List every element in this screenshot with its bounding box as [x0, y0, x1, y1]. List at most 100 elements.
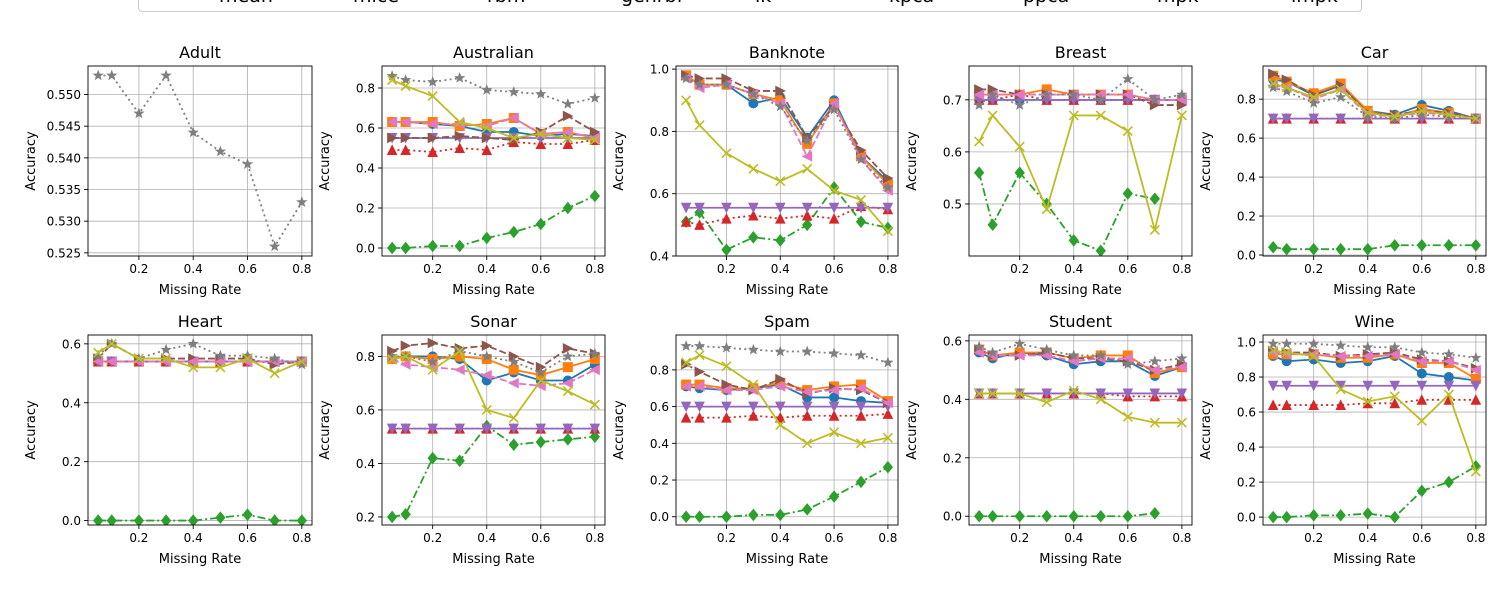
data-point-ik [721, 401, 732, 413]
data-point-rbm [1068, 509, 1079, 523]
data-point-ppca [973, 89, 985, 100]
data-point-mpk [1122, 358, 1134, 370]
x-tick-label: 0.2 [423, 262, 442, 276]
data-point-impk [1389, 391, 1400, 402]
data-point-impk [269, 368, 280, 379]
x-tick-label: 0.4 [1358, 262, 1377, 276]
data-point-mean [748, 98, 759, 109]
legend-item-ik: ik [689, 0, 771, 7]
x-axis-label: Missing Rate [1333, 552, 1415, 567]
data-point-genrbf [1470, 394, 1482, 405]
data-point-kpca [387, 132, 398, 144]
data-point-impk [481, 122, 492, 134]
y-tick-label: 0.0 [356, 242, 375, 256]
legend-item-mpk: mpk [1091, 0, 1199, 7]
y-tick-label: 0.2 [1237, 476, 1256, 490]
data-point-ppca [454, 364, 465, 376]
data-point-ppca [801, 386, 813, 398]
data-point-genrbf [828, 410, 840, 421]
data-point-impk [508, 412, 519, 424]
data-point-impk [1014, 141, 1025, 152]
data-point-ik [828, 401, 840, 413]
panel-title: Student [1049, 312, 1112, 331]
series-line-rbm [1273, 465, 1477, 519]
data-point-impk [535, 128, 546, 140]
panel-title: Adult [179, 43, 221, 62]
data-point-impk [721, 361, 732, 372]
data-point-mpk [855, 153, 867, 165]
data-point-rbm [748, 508, 759, 522]
data-point-genrbf [694, 219, 705, 230]
data-point-rbm [1335, 242, 1346, 256]
data-point-impk [681, 95, 692, 106]
series-line-mpk [685, 77, 889, 189]
panel-car: Car 0.2 0.4 0.6 0.8 0.0 0.2 0.4 0.6 0.8 Missing Ra… [1199, 43, 1487, 298]
data-point-mpk [1095, 93, 1107, 105]
data-point-kpca [694, 366, 706, 378]
y-tick-label: 0.8 [356, 350, 375, 364]
panel-title: Spam [764, 312, 810, 331]
x-axis-label: Missing Rate [1333, 283, 1415, 298]
series-line-genrbf [686, 413, 888, 419]
legend: mean mice rbm genrbf ik kpca ppca mpk impk [138, 0, 1362, 12]
y-tick-label: 0.525 [47, 246, 81, 260]
x-tick-label: 0.2 [1010, 531, 1029, 545]
x-tick-label: 0.8 [878, 262, 897, 276]
data-point-genrbf [855, 410, 867, 421]
series-group [1267, 337, 1482, 524]
x-axis-label: Missing Rate [746, 283, 828, 298]
data-point-rbm [1443, 238, 1454, 252]
legend-label: kpca [889, 0, 934, 7]
x-tick-label: 0.2 [717, 262, 736, 276]
data-point-impk [1281, 82, 1292, 93]
series-group [680, 70, 894, 256]
data-point-impk [829, 185, 840, 196]
data-point-mpk [481, 350, 493, 362]
y-axis-label: Accuracy [24, 131, 39, 191]
y-tick-label: 0.8 [650, 125, 669, 139]
x-tick-label: 0.4 [184, 531, 203, 545]
data-point-rbm [1389, 238, 1400, 252]
data-point-mpk [269, 352, 281, 364]
series-line-genrbf [1273, 398, 1476, 406]
data-point-rbm [589, 189, 601, 203]
data-point-genrbf [1281, 399, 1292, 411]
x-tick-label: 0.4 [771, 262, 790, 276]
data-point-rbm [828, 181, 840, 194]
data-point-mpk [386, 70, 398, 81]
y-tick-label: 0.4 [356, 162, 375, 176]
data-point-rbm [93, 514, 104, 525]
y-tick-label: 0.0 [650, 510, 669, 524]
x-axis-label: Missing Rate [452, 552, 534, 567]
data-point-ppca [801, 151, 813, 162]
x-axis-label: Missing Rate [1039, 283, 1121, 298]
y-tick-label: 0.8 [650, 363, 669, 377]
series-line-rbm [686, 466, 889, 518]
legend-item-mean: mean [153, 0, 273, 7]
data-point-genrbf [1335, 399, 1347, 411]
data-point-mpk [693, 78, 706, 90]
data-point-mpk [427, 76, 439, 87]
data-point-genrbf [386, 144, 398, 155]
data-point-impk [562, 132, 573, 144]
data-point-genrbf [400, 144, 411, 155]
y-tick-label: 0.5 [943, 197, 962, 211]
data-point-rbm [694, 510, 705, 524]
data-point-ik [1443, 380, 1455, 392]
data-point-mpk [508, 355, 520, 367]
data-point-genrbf [694, 411, 705, 423]
y-tick-label: 0.6 [650, 400, 669, 414]
y-tick-label: 0.8 [1237, 371, 1256, 385]
y-tick-label: 0.0 [1237, 249, 1256, 263]
axes-frame [87, 65, 313, 257]
data-point-impk [681, 357, 692, 368]
y-tick-label: 0.8 [1237, 93, 1256, 107]
data-point-rbm [775, 234, 786, 247]
data-point-ik [1267, 113, 1279, 125]
data-point-rbm [215, 511, 226, 524]
y-axis-label: Accuracy [612, 400, 627, 460]
axes-frame [381, 65, 606, 257]
series-line-rbm [98, 513, 302, 522]
data-point-rbm [535, 435, 546, 449]
data-point-rbm [1443, 475, 1454, 489]
